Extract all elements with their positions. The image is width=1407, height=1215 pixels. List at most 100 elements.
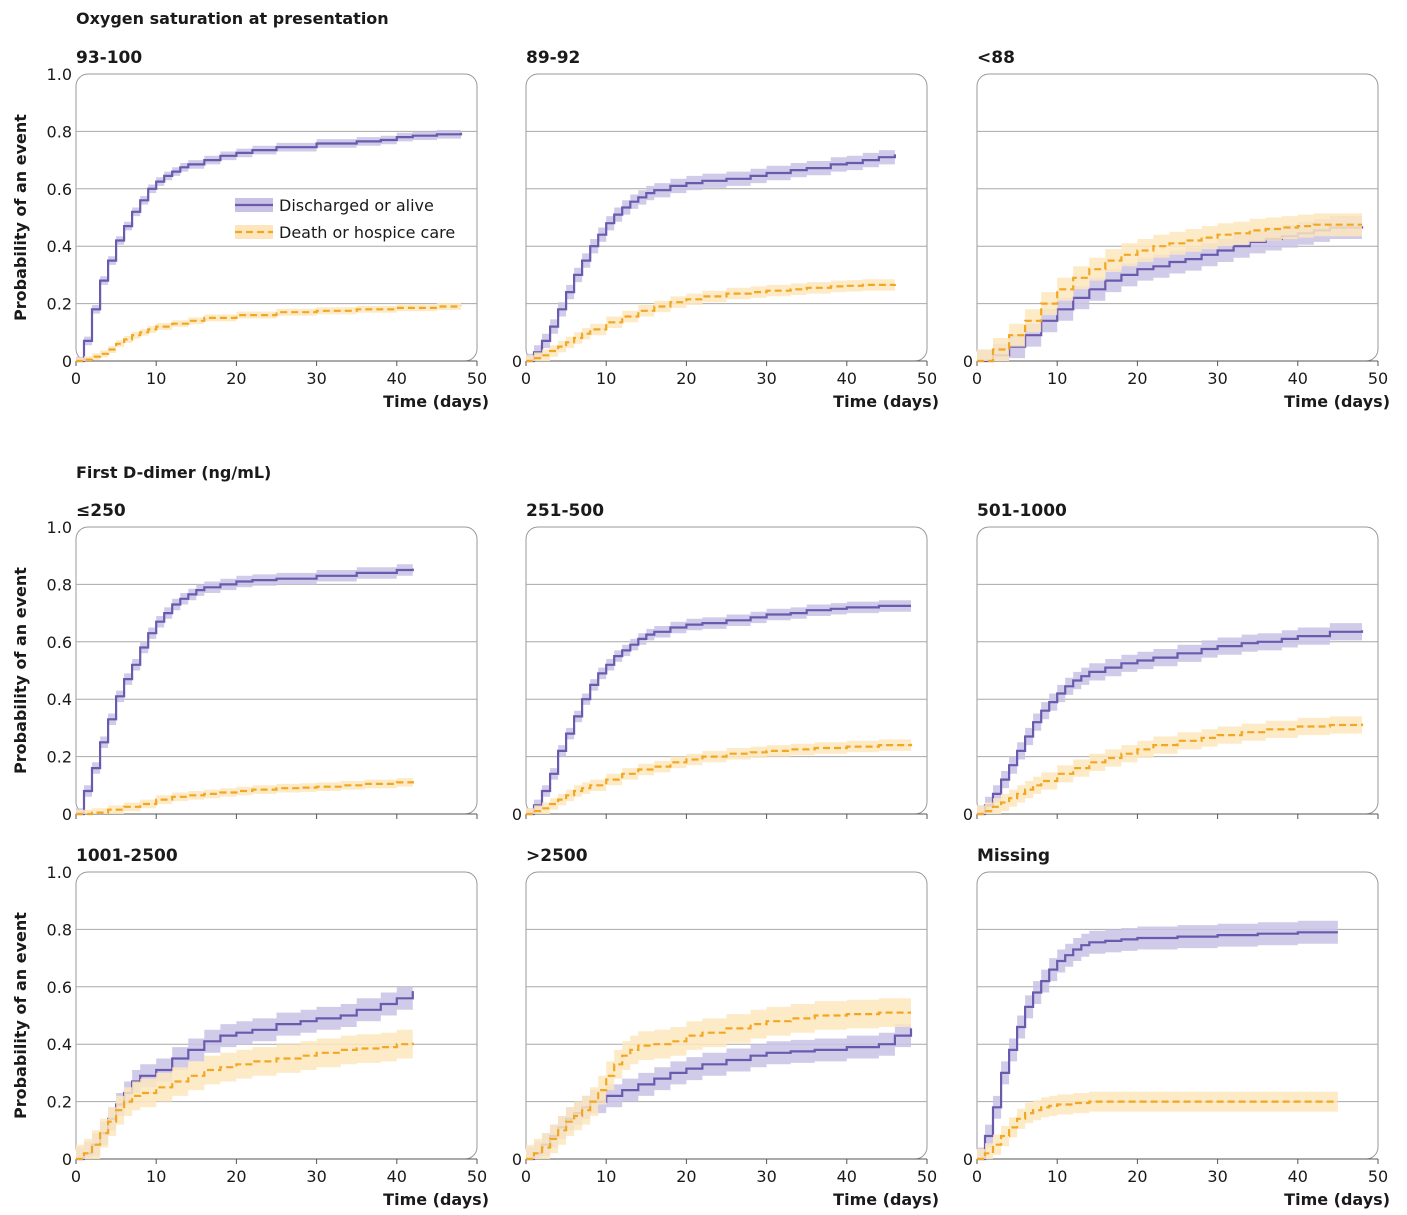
y-tick-label: 0.4 — [47, 237, 72, 256]
series-line-discharged-or-alive — [526, 604, 911, 816]
x-axis-label: Time (days) — [1284, 392, 1390, 411]
legend-label: Death or hospice care — [279, 223, 455, 242]
series-line-death-or-hospice-care — [977, 223, 1362, 363]
x-tick-label: 0 — [71, 1167, 81, 1186]
x-axis-label: Time (days) — [383, 392, 489, 411]
panel-title: 1001-2500 — [76, 846, 178, 866]
y-tick-label: 0.2 — [47, 1093, 72, 1112]
x-axis-label: Time (days) — [383, 1190, 489, 1209]
x-tick-label: 0 — [71, 369, 81, 388]
x-tick-label: 30 — [306, 1167, 326, 1186]
panel-6: 501-1000 0 — [963, 501, 1379, 824]
x-tick-label: 20 — [676, 1167, 696, 1186]
y-axis-label: Probability of an event — [11, 114, 30, 321]
x-tick-label: 10 — [1047, 1167, 1067, 1186]
y-tick-label: 0.8 — [47, 122, 72, 141]
ci-band-death-or-hospice-care — [76, 1028, 413, 1159]
x-tick-label: 40 — [1288, 369, 1308, 388]
x-axis-label: Time (days) — [833, 392, 939, 411]
y-tick-label: 0.2 — [47, 748, 72, 767]
panel-title: 501-1000 — [977, 501, 1067, 521]
series-line-discharged-or-alive — [977, 630, 1364, 816]
y-tick-label: 0.6 — [47, 180, 72, 199]
x-tick-label: 30 — [756, 369, 776, 388]
x-tick-label: 50 — [917, 369, 937, 388]
x-axis-label: Time (days) — [1284, 1190, 1390, 1209]
y-tick-label: 0 — [512, 805, 522, 824]
ci-band-discharged-or-alive — [76, 979, 413, 1159]
y-tick-label: 0 — [963, 1150, 973, 1169]
ci-band-discharged-or-alive — [526, 147, 895, 361]
x-tick-label: 40 — [1288, 1167, 1308, 1186]
x-tick-label: 20 — [226, 369, 246, 388]
y-axis-label: Probability of an event — [11, 912, 30, 1119]
y-tick-label: 0 — [62, 352, 72, 371]
panel-4: ≤250 0 0.2 0.4 0.6 0.8 1.0 Probability of an ev… — [11, 501, 478, 824]
y-tick-label: 0.8 — [47, 575, 72, 594]
legend-swatch-band — [235, 225, 273, 239]
plot-frame — [976, 526, 1379, 815]
ci-band-death-or-hospice-care — [526, 998, 911, 1159]
y-tick-label: 0 — [963, 352, 973, 371]
x-tick-label: 0 — [972, 1167, 982, 1186]
ci-band-discharged-or-alive — [977, 621, 1362, 814]
series-line-discharged-or-alive — [977, 931, 1338, 1161]
series-line-death-or-hospice-care — [76, 1042, 414, 1161]
x-tick-label: 0 — [972, 369, 982, 388]
legend: Discharged or alive Death or hospice care — [235, 196, 455, 242]
x-tick-label: 20 — [226, 1167, 246, 1186]
x-tick-label: 40 — [837, 369, 857, 388]
series-line-discharged-or-alive — [76, 132, 463, 363]
x-tick-label: 50 — [467, 1167, 487, 1186]
x-tick-label: 0 — [521, 1167, 531, 1186]
ci-band-death-or-hospice-care — [977, 1091, 1338, 1159]
panel-title: Missing — [977, 846, 1050, 866]
panel-title: 93-100 — [76, 48, 142, 68]
section-title-oxygen: Oxygen saturation at presentation — [76, 9, 389, 28]
panel-title: 251-500 — [526, 501, 604, 521]
panel-3: <88 00 10 20 30 40 50 Time (days) — [963, 48, 1390, 411]
panel-7: 1001-2500 0 0.2 0.4 0.6 0.8 1.0 Probability of … — [11, 846, 489, 1209]
x-tick-label: 10 — [146, 369, 166, 388]
y-tick-label: 0.6 — [47, 978, 72, 997]
x-tick-label: 40 — [387, 1167, 407, 1186]
x-axis-label: Time (days) — [833, 1190, 939, 1209]
y-tick-label: 0 — [62, 1150, 72, 1169]
y-tick-label: 0.6 — [47, 633, 72, 652]
panel-5: 251-500 0 — [512, 501, 928, 824]
panel-title: ≤250 — [76, 501, 126, 521]
section-title-ddimer: First D-dimer (ng/mL) — [76, 463, 271, 482]
panel-1: 93-100 0 0.2 0.4 0.6 0.8 1.0 Probability of an … — [11, 48, 489, 411]
series-line-discharged-or-alive — [526, 154, 896, 363]
plot-frame — [525, 73, 928, 362]
x-tick-label: 0 — [521, 369, 531, 388]
y-tick-label: 0 — [62, 805, 72, 824]
x-tick-label: 30 — [756, 1167, 776, 1186]
y-tick-label: 1.0 — [47, 65, 72, 84]
x-tick-label: 10 — [146, 1167, 166, 1186]
y-tick-label: 0 — [963, 805, 973, 824]
x-tick-label: 10 — [596, 1167, 616, 1186]
legend-label: Discharged or alive — [279, 196, 434, 215]
panel-title: 89-92 — [526, 48, 580, 68]
y-tick-label: 1.0 — [47, 863, 72, 882]
y-tick-label: 0.4 — [47, 1035, 72, 1054]
x-tick-label: 30 — [306, 369, 326, 388]
x-tick-label: 40 — [387, 369, 407, 388]
x-tick-label: 20 — [676, 369, 696, 388]
panel-title: <88 — [977, 48, 1015, 68]
plot-frame — [525, 526, 928, 815]
ci-band-discharged-or-alive — [76, 562, 413, 814]
ci-band-death-or-hospice-care — [977, 715, 1362, 814]
x-tick-label: 50 — [467, 369, 487, 388]
y-tick-label: 0.8 — [47, 920, 72, 939]
series-line-death-or-hospice-care — [76, 305, 463, 363]
series-line-death-or-hospice-care — [977, 1100, 1338, 1161]
series-line-death-or-hospice-care — [977, 723, 1364, 816]
series-line-death-or-hospice-care — [526, 743, 913, 816]
series-line-discharged-or-alive — [76, 568, 414, 816]
series-line-death-or-hospice-care — [76, 781, 414, 816]
y-tick-label: 1.0 — [47, 518, 72, 537]
x-tick-label: 50 — [1368, 1167, 1388, 1186]
